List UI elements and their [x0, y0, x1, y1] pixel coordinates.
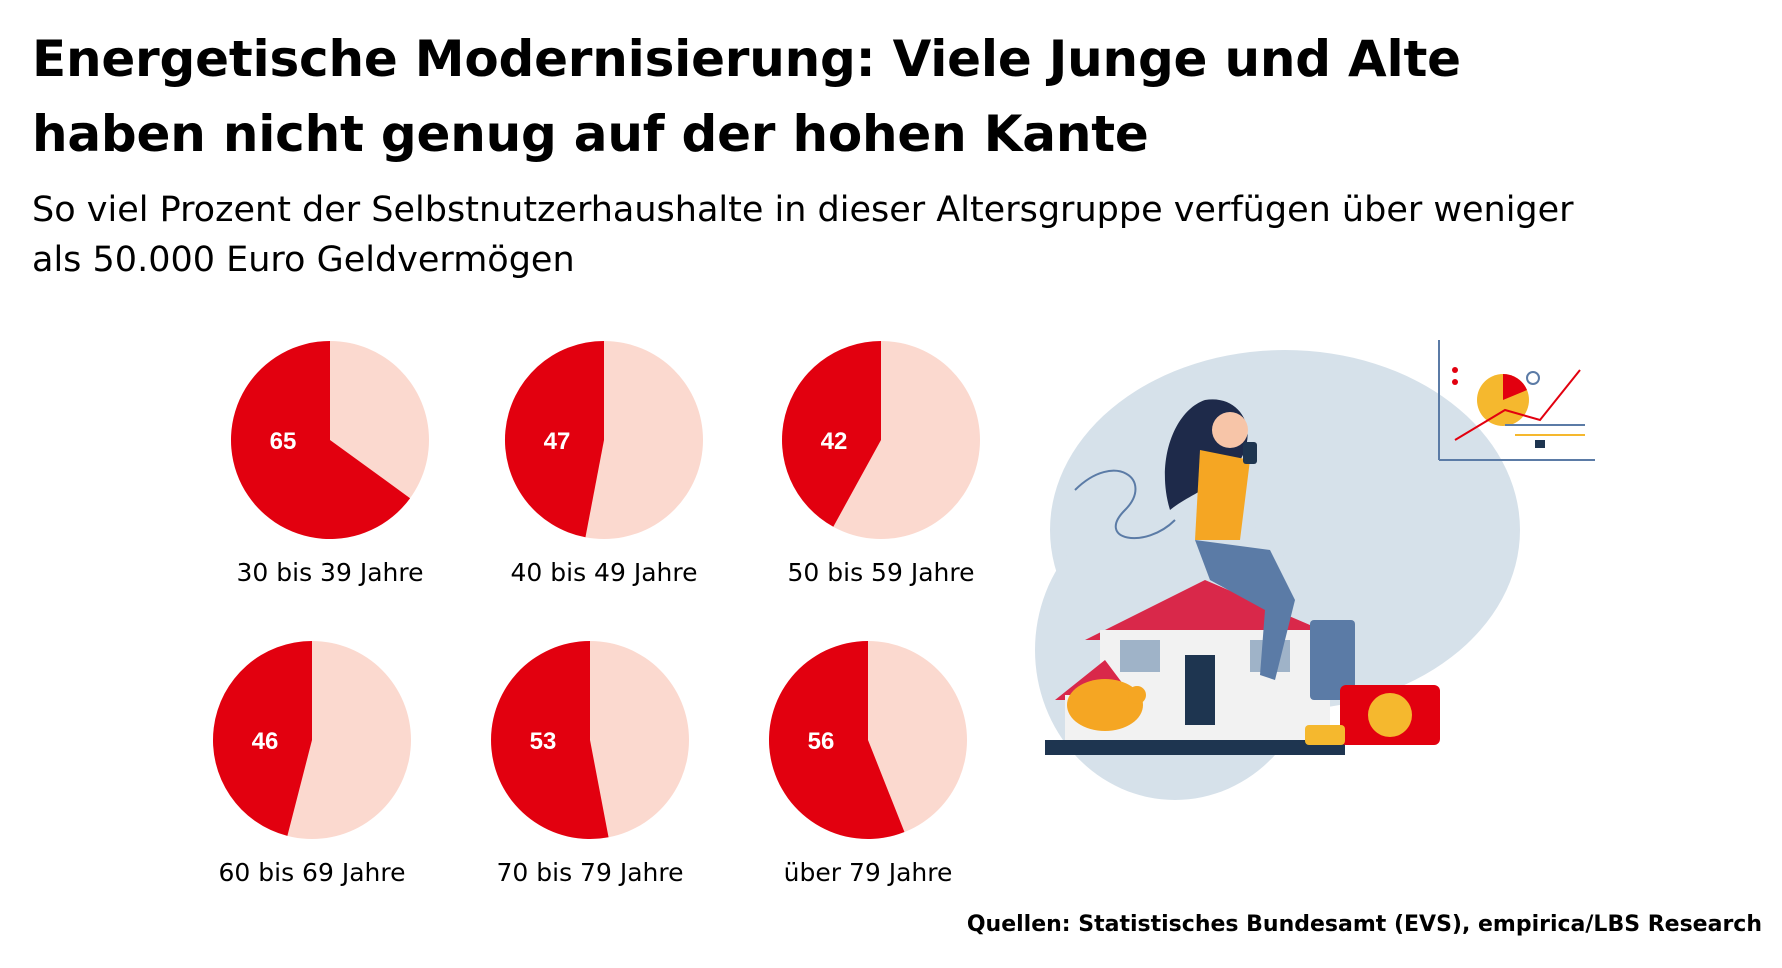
wind-line [1074, 469, 1176, 540]
pie-chart: 53 70 bis 79 Jahre [491, 641, 689, 887]
pie-value-label: 65 [270, 428, 297, 455]
title-line-2: haben nicht genug auf der hohen Kante [32, 105, 1149, 163]
pie-chart: 42 50 bis 59 Jahre [782, 341, 980, 587]
pie-slice-value [230, 341, 411, 539]
pie-value-label: 42 [821, 428, 848, 455]
chart-card-icon [1438, 340, 1595, 461]
woman [1164, 399, 1295, 680]
pie-slice-value [782, 341, 881, 527]
piggy-bank [1067, 679, 1146, 731]
pie-charts: 65 30 bis 39 Jahre 47 40 bis 49 Jahre 42 50 b… [212, 341, 980, 887]
pie-category-label: 50 bis 59 Jahre [788, 558, 975, 587]
pie-chart: 56 über 79 Jahre [769, 641, 967, 887]
pie-value-label: 47 [544, 428, 571, 455]
pie-category-label: 40 bis 49 Jahre [511, 558, 698, 587]
pie-chart: 47 40 bis 49 Jahre [504, 341, 703, 587]
pie-slice-value [769, 641, 905, 839]
pie-slice-value [212, 641, 312, 836]
woman-on-house-illustration [1035, 340, 1595, 800]
pie-category-label: 30 bis 39 Jahre [237, 558, 424, 587]
source-note: Quellen: Statistisches Bundesamt (EVS), … [966, 912, 1762, 937]
subtitle-line-1: So viel Prozent der Selbstnutzerhaushalt… [32, 190, 1574, 230]
pie-value-label: 53 [530, 728, 557, 755]
pie-value-label: 56 [808, 728, 835, 755]
pie-category-label: 60 bis 69 Jahre [219, 858, 406, 887]
pie-chart: 46 60 bis 69 Jahre [212, 641, 411, 887]
pie-category-label: über 79 Jahre [784, 858, 953, 887]
pie-slice-value [491, 641, 609, 840]
pie-slice-value [504, 341, 604, 538]
title-line-1: Energetische Modernisierung: Viele Junge… [32, 30, 1461, 88]
pie-chart: 65 30 bis 39 Jahre [230, 341, 429, 587]
pie-value-label: 46 [252, 728, 279, 755]
chart-title: Energetische Modernisierung: Viele Junge… [32, 22, 1732, 172]
wallet-and-coins [1305, 685, 1440, 745]
chart-subtitle: So viel Prozent der Selbstnutzerhaushalt… [32, 185, 1732, 285]
subtitle-line-2: als 50.000 Euro Geldvermögen [32, 240, 575, 280]
pie-category-label: 70 bis 79 Jahre [497, 858, 684, 887]
